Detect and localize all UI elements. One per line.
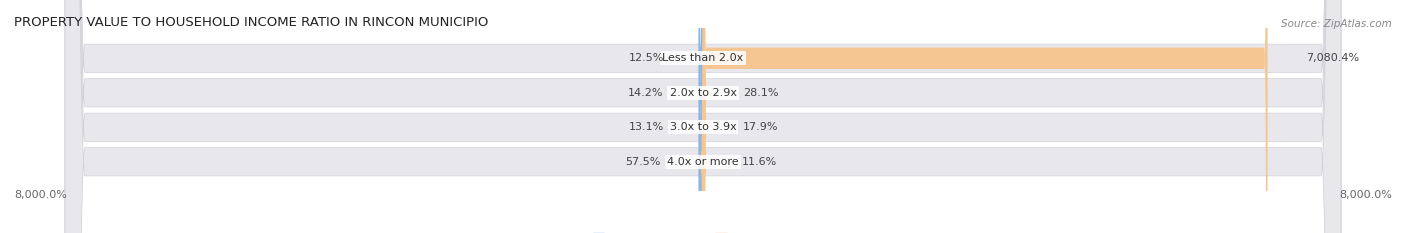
FancyBboxPatch shape — [702, 0, 706, 233]
FancyBboxPatch shape — [65, 0, 1341, 233]
Legend: Without Mortgage, With Mortgage: Without Mortgage, With Mortgage — [588, 229, 818, 233]
Text: 11.6%: 11.6% — [742, 157, 778, 167]
Text: 8,000.0%: 8,000.0% — [1339, 190, 1392, 200]
Text: 8,000.0%: 8,000.0% — [14, 190, 67, 200]
Text: Less than 2.0x: Less than 2.0x — [662, 53, 744, 63]
FancyBboxPatch shape — [702, 0, 706, 233]
Text: 13.1%: 13.1% — [628, 122, 664, 132]
FancyBboxPatch shape — [65, 0, 1341, 233]
Text: 17.9%: 17.9% — [742, 122, 778, 132]
FancyBboxPatch shape — [700, 0, 704, 233]
FancyBboxPatch shape — [65, 0, 1341, 233]
FancyBboxPatch shape — [65, 0, 1341, 233]
Text: PROPERTY VALUE TO HOUSEHOLD INCOME RATIO IN RINCON MUNICIPIO: PROPERTY VALUE TO HOUSEHOLD INCOME RATIO… — [14, 16, 488, 29]
Text: 28.1%: 28.1% — [744, 88, 779, 98]
FancyBboxPatch shape — [699, 0, 703, 233]
Text: 57.5%: 57.5% — [624, 157, 661, 167]
Text: 4.0x or more: 4.0x or more — [668, 157, 738, 167]
FancyBboxPatch shape — [700, 0, 706, 233]
Text: 7,080.4%: 7,080.4% — [1306, 53, 1360, 63]
Text: 2.0x to 2.9x: 2.0x to 2.9x — [669, 88, 737, 98]
FancyBboxPatch shape — [700, 0, 706, 233]
Text: 3.0x to 3.9x: 3.0x to 3.9x — [669, 122, 737, 132]
Text: 12.5%: 12.5% — [628, 53, 664, 63]
Text: 14.2%: 14.2% — [628, 88, 664, 98]
FancyBboxPatch shape — [703, 0, 1268, 233]
Text: Source: ZipAtlas.com: Source: ZipAtlas.com — [1281, 19, 1392, 29]
FancyBboxPatch shape — [700, 0, 706, 233]
